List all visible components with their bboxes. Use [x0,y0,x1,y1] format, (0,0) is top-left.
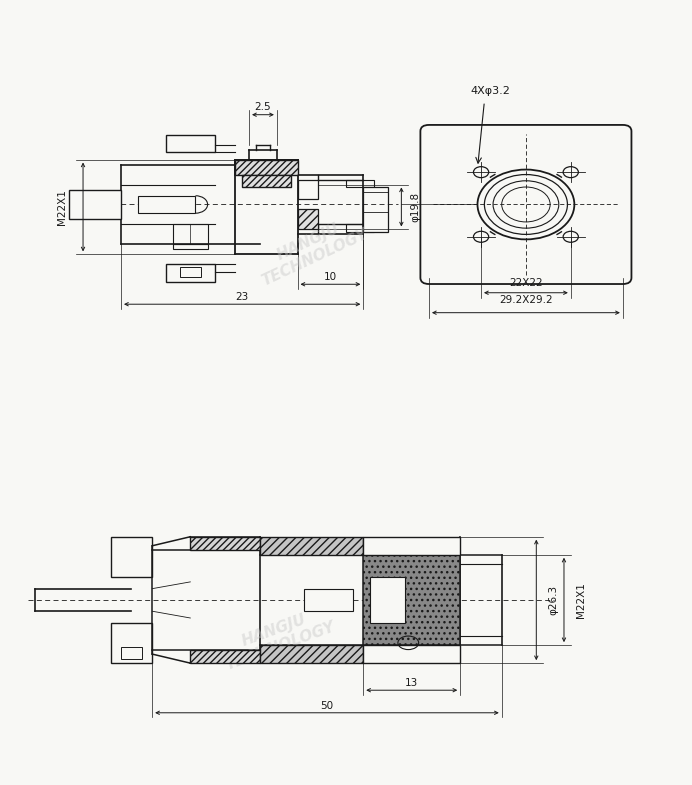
Bar [370,577,405,623]
Bar [363,645,460,663]
Text: 23: 23 [235,292,249,301]
Bar [260,537,363,555]
Polygon shape [363,187,388,232]
Text: M22X1: M22X1 [57,189,67,225]
Bar [304,589,353,612]
Text: 22X22: 22X22 [509,278,543,288]
Text: M22X1: M22X1 [576,582,586,618]
Text: 13: 13 [405,678,419,688]
Bar [260,645,363,663]
Bar [121,648,142,659]
Polygon shape [166,135,215,152]
Bar [180,267,201,277]
Bar [363,555,460,645]
Text: φ26.3: φ26.3 [549,585,558,615]
Polygon shape [235,159,298,174]
Text: 29.2X29.2: 29.2X29.2 [499,295,553,305]
Text: HANGJU
TECHNOLOGY: HANGJU TECHNOLOGY [252,210,371,288]
Polygon shape [166,265,215,282]
Bar [138,195,195,214]
Text: 50: 50 [320,701,334,711]
Text: 10: 10 [324,272,337,282]
Bar [298,210,318,229]
Bar [190,537,260,550]
Bar [173,225,208,244]
Bar [190,650,260,663]
Bar [111,537,152,577]
Bar [111,623,152,663]
Text: 4Xφ3.2: 4Xφ3.2 [471,86,511,97]
Bar [242,174,291,187]
Bar [235,159,298,174]
Bar [363,537,460,555]
FancyBboxPatch shape [420,125,631,284]
Bar [298,180,318,199]
Text: 2.5: 2.5 [255,102,271,112]
Text: HANGJU
TECHNOLOGY: HANGJU TECHNOLOGY [217,604,337,674]
Text: φ19.8: φ19.8 [410,192,420,222]
Bar [69,189,121,220]
